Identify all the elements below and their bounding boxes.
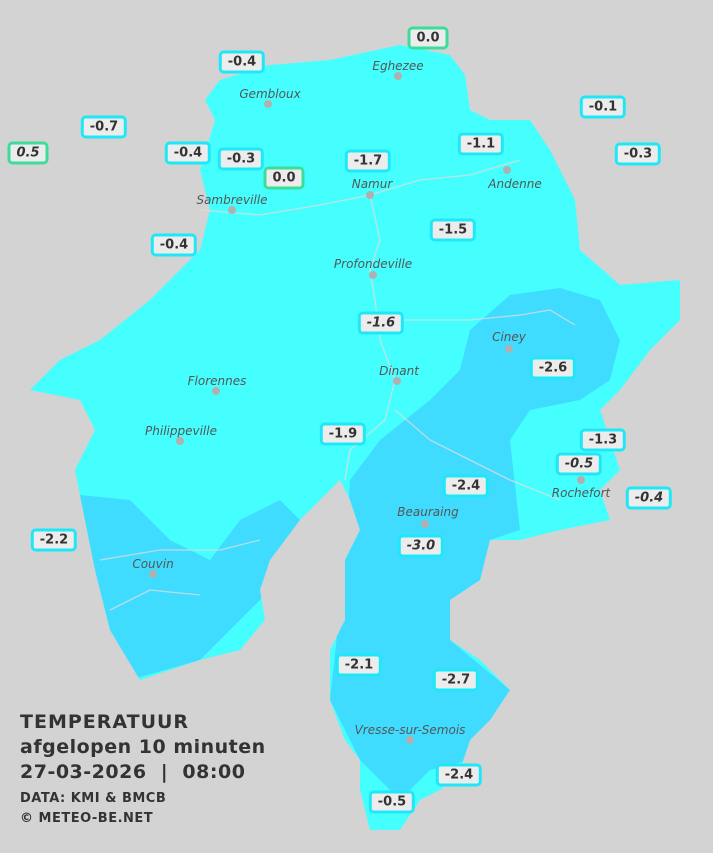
legend-copyright: © METEO-BE.NET (20, 811, 154, 826)
legend-title: TEMPERATUUR (20, 711, 190, 733)
city-eghezee: Eghezee (372, 59, 424, 73)
city-dot (394, 72, 402, 80)
temp-label: -0.5 (368, 790, 416, 814)
temp-label: -2.6 (529, 356, 577, 380)
temp-label: -0.3 (217, 147, 265, 171)
city-dot (264, 100, 272, 108)
city-vresse-sur-semois: Vresse-sur-Semois (354, 723, 466, 737)
city-sambreville: Sambreville (196, 193, 268, 207)
city-dot (421, 520, 429, 528)
city-andenne: Andenne (488, 177, 542, 191)
city-ciney: Ciney (492, 330, 526, 344)
temp-label: -1.1 (457, 132, 505, 156)
city-dot (149, 570, 157, 578)
temp-label: -0.4 (164, 141, 212, 165)
temp-label: -2.1 (335, 653, 383, 677)
temp-label: -0.4 (218, 50, 266, 74)
temp-label: -0.4 (625, 486, 673, 510)
temp-label: -3.0 (397, 534, 445, 558)
city-couvin: Couvin (132, 557, 174, 571)
temp-label: -1.5 (429, 218, 477, 242)
temp-label: -0.3 (614, 142, 662, 166)
temp-label: 0.0 (407, 26, 449, 50)
cold-zone-southwest (80, 495, 300, 680)
temp-label: -2.4 (442, 474, 490, 498)
temp-label: -0.7 (80, 115, 128, 139)
temp-label: -1.9 (319, 422, 367, 446)
city-dot (228, 206, 236, 214)
city-dot (176, 437, 184, 445)
temp-label: 0.5 (7, 141, 49, 165)
city-beauraing: Beauraing (397, 505, 459, 519)
city-dot (369, 271, 377, 279)
city-dot (406, 736, 414, 744)
temp-label: -2.7 (432, 668, 480, 692)
temp-label: 0.0 (263, 166, 305, 190)
temp-label: -0.1 (579, 95, 627, 119)
legend-source: DATA: KMI & BMCB (20, 791, 167, 806)
city-florennes: Florennes (187, 374, 247, 388)
temp-label: -2.4 (435, 763, 483, 787)
city-dot (505, 345, 513, 353)
city-dot (366, 191, 374, 199)
city-rochefort: Rochefort (551, 486, 611, 500)
temp-label: -2.2 (30, 528, 78, 552)
city-dinant: Dinant (379, 364, 419, 378)
city-namur: Namur (351, 177, 393, 191)
city-gembloux: Gembloux (239, 87, 301, 101)
city-dot (393, 377, 401, 385)
city-dot (577, 476, 585, 484)
temp-label: -0.4 (150, 233, 198, 257)
city-philippeville: Philippeville (145, 424, 217, 438)
temp-label: -0.5 (555, 452, 603, 476)
cold-zone-east (330, 288, 620, 800)
city-profondeville: Profondeville (333, 257, 413, 271)
legend-subtitle: afgelopen 10 minuten (20, 736, 266, 758)
city-dot (212, 387, 220, 395)
legend-datetime: 27-03-2026 | 08:00 (20, 761, 246, 783)
temp-label: -1.7 (344, 149, 392, 173)
temp-label: -1.6 (357, 311, 405, 335)
city-dot (503, 166, 511, 174)
temp-label: -1.3 (579, 428, 627, 452)
